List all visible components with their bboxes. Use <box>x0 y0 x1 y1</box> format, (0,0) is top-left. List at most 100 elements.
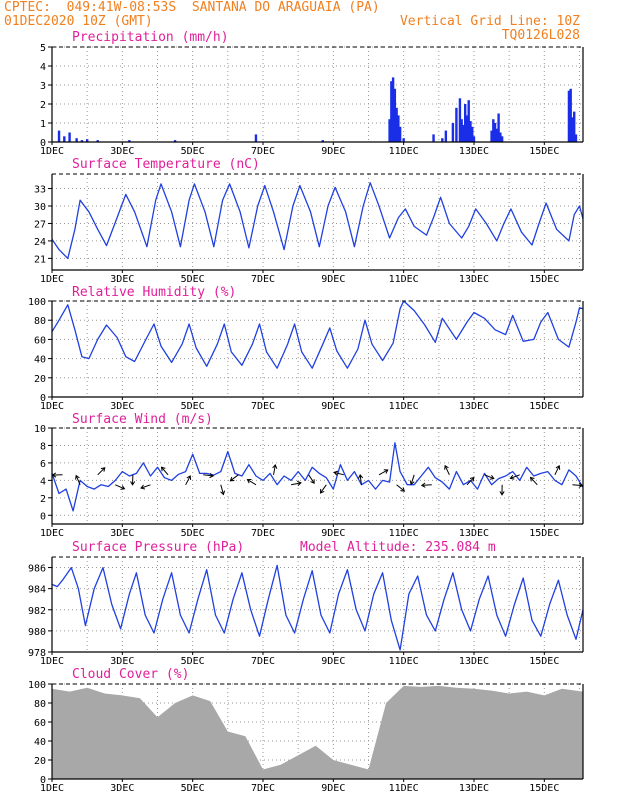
y-tick-label: 40 <box>34 355 46 366</box>
x-tick-label: 9DEC <box>321 401 345 412</box>
y-tick-label: 4 <box>40 476 46 487</box>
wind-arrow <box>510 474 520 479</box>
wind-arrow <box>115 484 125 490</box>
precip-bar <box>85 139 89 142</box>
wind-arrow <box>484 474 494 480</box>
wind-arrow-head <box>489 475 495 480</box>
wind-arrow-head <box>469 476 475 482</box>
wind-arrow <box>230 474 239 482</box>
precip-bar <box>388 119 391 142</box>
wind-arrow-head <box>186 475 192 480</box>
wind-arrow-head <box>400 487 406 492</box>
y-tick-label: 984 <box>28 585 46 596</box>
wind-arrow-head <box>310 479 315 484</box>
x-tick-label: 5DEC <box>181 783 205 794</box>
wind-arrow-head <box>333 470 339 476</box>
y-tick-label: 978 <box>28 648 46 659</box>
x-tick-label: 11DEC <box>389 656 419 667</box>
wind-arrow <box>75 475 81 485</box>
y-tick-label: 20 <box>34 756 46 767</box>
x-tick-label: 3DEC <box>110 146 134 157</box>
x-tick-label: 5DEC <box>181 146 205 157</box>
precip-bar <box>469 121 472 142</box>
x-tick-label: 3DEC <box>110 783 134 794</box>
panel-4: Surface Wind (m/s) 0 2 4 6 8 10 1DEC 3DEC 5DEC 7DE… <box>34 412 584 539</box>
y-tick-label: 4 <box>40 62 46 73</box>
wind-arrow <box>530 477 538 486</box>
y-tick-label: 27 <box>34 219 46 230</box>
precip-bar <box>441 138 444 142</box>
wind-arrow <box>161 466 169 476</box>
wind-arrow-head <box>246 479 252 484</box>
wind-arrow <box>273 464 276 475</box>
x-tick-label: 15DEC <box>529 146 559 157</box>
precip-bar <box>472 136 476 142</box>
panel-title: Surface Temperature (nC) <box>72 157 260 172</box>
y-tick-label: 40 <box>34 737 46 748</box>
precip-bar <box>397 115 400 142</box>
x-tick-label: 11DEC <box>389 274 419 285</box>
precip-bar <box>567 90 571 142</box>
precip-bar <box>395 107 398 142</box>
precip-bar <box>391 77 395 142</box>
wind-arrow <box>396 484 405 492</box>
wind-arrow <box>97 467 106 476</box>
precip-bar <box>432 134 435 142</box>
y-tick-label: 60 <box>34 718 46 729</box>
wind-arrow <box>308 474 315 484</box>
precip-bar <box>458 98 462 142</box>
x-tick-label: 11DEC <box>389 528 419 539</box>
x-tick-label: 9DEC <box>321 146 345 157</box>
precip-bar <box>574 134 578 142</box>
x-tick-label: 15DEC <box>529 528 559 539</box>
x-tick-label: 9DEC <box>321 656 345 667</box>
precip-bar <box>500 136 504 142</box>
header-run-time: 01DEC2020 10Z (GMT) <box>4 14 153 29</box>
wind-arrow-head <box>529 476 535 482</box>
precip-bar <box>462 124 465 142</box>
precip-bar <box>96 140 99 142</box>
panel-2: Surface Temperature (nC) 21 24 27 30 33 1DEC 3D… <box>34 157 584 285</box>
y-tick-label: 80 <box>34 316 46 327</box>
precip-bar <box>254 134 258 142</box>
precip-bar <box>321 140 324 142</box>
wind-arrow <box>291 482 302 486</box>
panel-title: Precipitation (mm/h) <box>72 30 229 45</box>
x-tick-label: 13DEC <box>459 783 489 794</box>
series-line <box>51 564 584 651</box>
wind-arrow-head <box>130 481 136 486</box>
panel-1: Precipitation (mm/h) 0 1 2 3 4 5 1DEC 3DEC 5DEC 7D… <box>40 30 584 157</box>
wind-arrow <box>410 474 415 485</box>
wind-arrow-head <box>420 482 426 488</box>
x-tick-label: 13DEC <box>459 528 489 539</box>
panel-3: Relative Humidity (%) 0 20 40 60 80 100 1DEC 3DE… <box>28 285 584 412</box>
x-tick-label: 11DEC <box>389 783 419 794</box>
x-tick-label: 15DEC <box>529 783 559 794</box>
x-tick-label: 5DEC <box>181 656 205 667</box>
panel-6: Cloud Cover (%) 0 20 40 60 80 100 1DEC 3DEC 5DEC 7… <box>28 667 584 794</box>
x-tick-label: 1DEC <box>40 274 64 285</box>
y-tick-label: 0 <box>40 393 46 404</box>
x-tick-label: 3DEC <box>110 656 134 667</box>
wind-arrow <box>572 484 583 487</box>
wind-arrow-head <box>499 491 505 496</box>
y-tick-label: 2 <box>40 494 46 505</box>
x-tick-label: 15DEC <box>529 274 559 285</box>
panel-title: Relative Humidity (%) <box>72 285 236 300</box>
x-tick-label: 7DEC <box>251 401 275 412</box>
panel-5: Surface Pressure (hPa) Model Altitude: 23… <box>28 540 584 667</box>
panel-title: Surface Wind (m/s) <box>72 412 213 427</box>
precip-bar <box>495 128 499 142</box>
precip-bar <box>497 113 500 142</box>
precip-bar <box>451 123 455 142</box>
x-tick-label: 13DEC <box>459 656 489 667</box>
precip-bar <box>490 130 493 142</box>
x-tick-label: 3DEC <box>110 528 134 539</box>
y-tick-label: 10 <box>34 424 46 435</box>
x-tick-label: 5DEC <box>181 401 205 412</box>
precip-bar <box>173 140 177 142</box>
wind-arrow-head <box>409 480 415 486</box>
wind-arrow <box>140 484 151 489</box>
y-tick-label: 5 <box>40 43 46 54</box>
precip-bar <box>463 104 467 142</box>
